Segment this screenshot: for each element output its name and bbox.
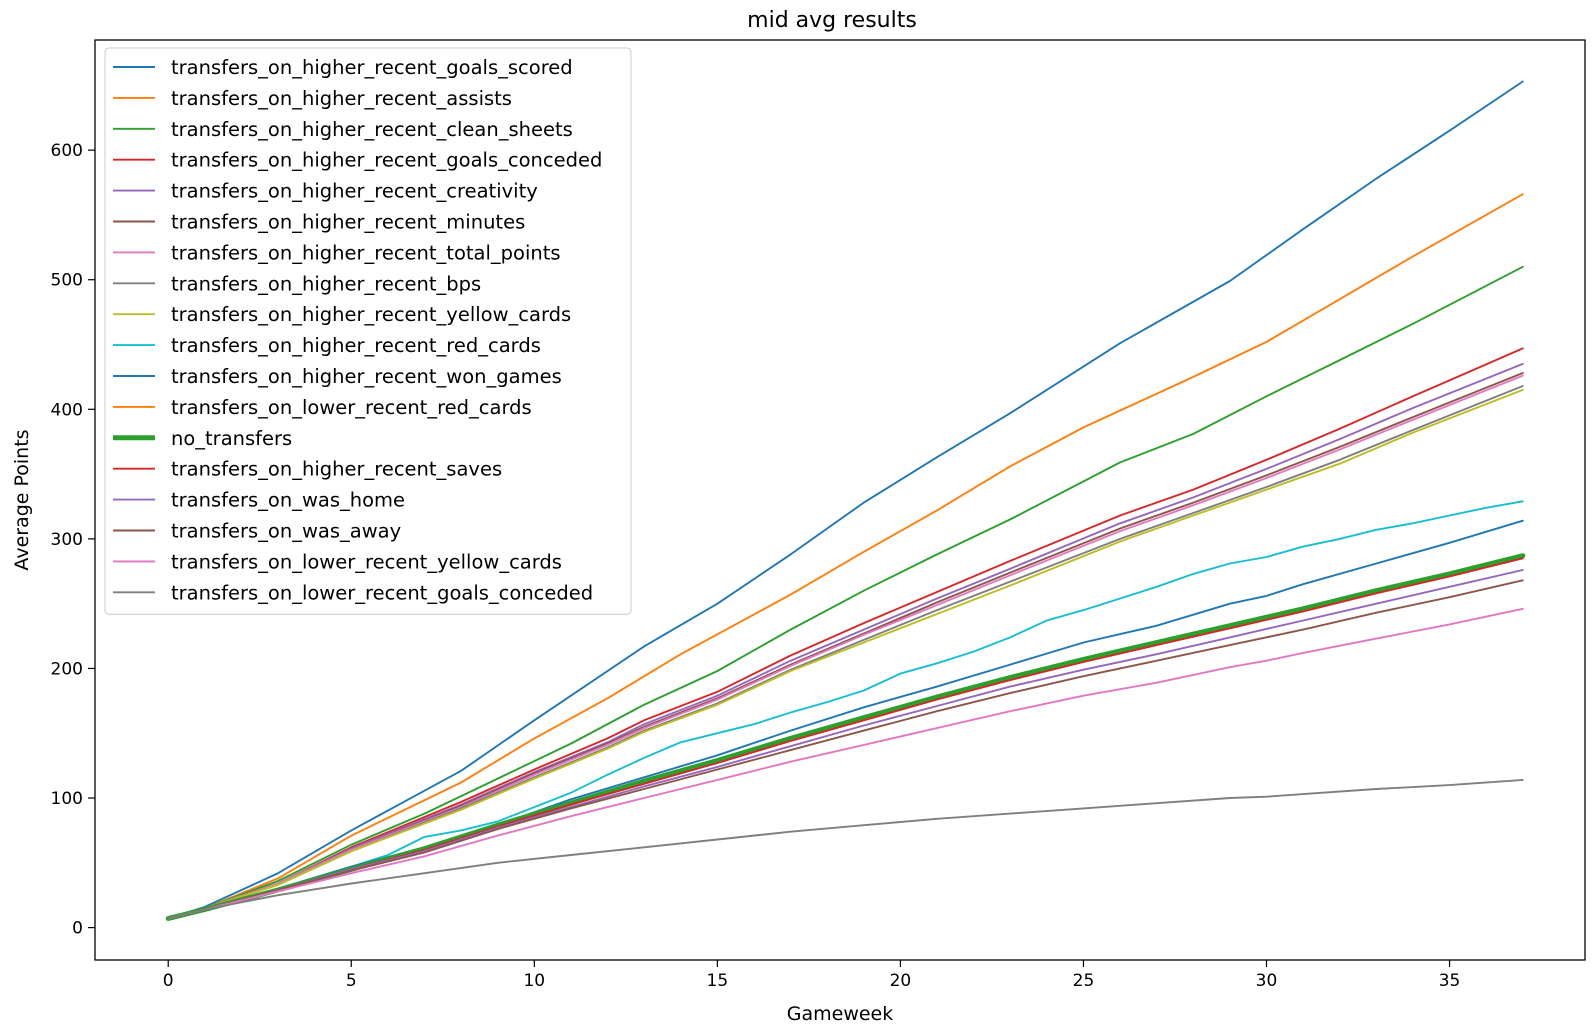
x-tick-label: 35 (1439, 971, 1461, 991)
tick-layer: 0 5 10 15 20 25 30 35 0 100 200 300 400 500 600 (51, 141, 1461, 991)
series-line-7 (167, 374, 1524, 920)
legend-entry-12: transfers_on_lower_recent_red_cards (171, 396, 532, 419)
chart-title: mid avg results (747, 8, 917, 33)
x-tick-label: 10 (523, 971, 545, 991)
y-tick-label: 200 (51, 659, 83, 679)
series-line-17 (167, 607, 1524, 920)
legend-box (104, 47, 632, 615)
series-line-16 (167, 579, 1524, 920)
x-tick-label: 25 (1073, 971, 1095, 991)
x-tick-label: 30 (1256, 971, 1278, 991)
series-line-2 (167, 193, 1524, 920)
legend-entry-6: transfers_on_higher_recent_minutes (171, 211, 525, 234)
y-tick-label: 500 (51, 271, 83, 291)
series-line-5 (167, 362, 1524, 920)
y-tick-label: 100 (51, 789, 83, 809)
series-line-4 (167, 347, 1524, 920)
legend-entry-3: transfers_on_higher_recent_clean_sheets (171, 118, 573, 141)
x-axis-label: Gameweek (787, 1003, 894, 1025)
legend-entry-17: transfers_on_lower_recent_yellow_cards (171, 550, 562, 573)
series-line-3 (167, 265, 1524, 920)
x-tick-label: 5 (346, 971, 357, 991)
series-layer (165, 80, 1526, 921)
series-line-15 (167, 569, 1524, 920)
series-line-9 (167, 388, 1524, 920)
legend-entry-4: transfers_on_higher_recent_goals_concede… (171, 149, 602, 172)
legend-entry-1: transfers_on_higher_recent_goals_scored (171, 56, 573, 79)
legend-entry-18: transfers_on_lower_recent_goals_conceded (171, 581, 593, 604)
y-tick-label: 600 (51, 141, 83, 161)
legend-entry-8: transfers_on_higher_recent_bps (171, 272, 481, 295)
y-tick-label: 400 (51, 400, 83, 420)
legend-entry-13: no_transfers (171, 427, 292, 450)
plot-frame (94, 39, 1586, 961)
legend-entry-15: transfers_on_was_home (171, 489, 405, 512)
series-line-10 (167, 500, 1524, 920)
series-line-18 (167, 778, 1524, 920)
legend-entry-10: transfers_on_higher_recent_red_cards (171, 334, 541, 357)
x-tick-label: 0 (163, 971, 174, 991)
legend-entry-9: transfers_on_higher_recent_yellow_cards (171, 303, 571, 326)
legend-entry-11: transfers_on_higher_recent_won_games (171, 365, 562, 388)
series-line-1 (167, 80, 1524, 920)
legend-entry-16: transfers_on_was_away (171, 520, 401, 543)
legend-entry-2: transfers_on_higher_recent_assists (171, 87, 512, 110)
x-tick-label: 20 (890, 971, 912, 991)
y-tick-label: 300 (51, 530, 83, 550)
legend-entry-5: transfers_on_higher_recent_creativity (171, 180, 538, 203)
legend: transfers_on_higher_recent_goals_scoredt… (104, 47, 632, 615)
legend-entry-7: transfers_on_higher_recent_total_points (171, 241, 561, 264)
x-tick-label: 15 (707, 971, 729, 991)
y-axis-label: Average Points (11, 429, 33, 570)
legend-entry-14: transfers_on_higher_recent_saves (171, 458, 502, 481)
y-tick-label: 0 (72, 919, 83, 939)
